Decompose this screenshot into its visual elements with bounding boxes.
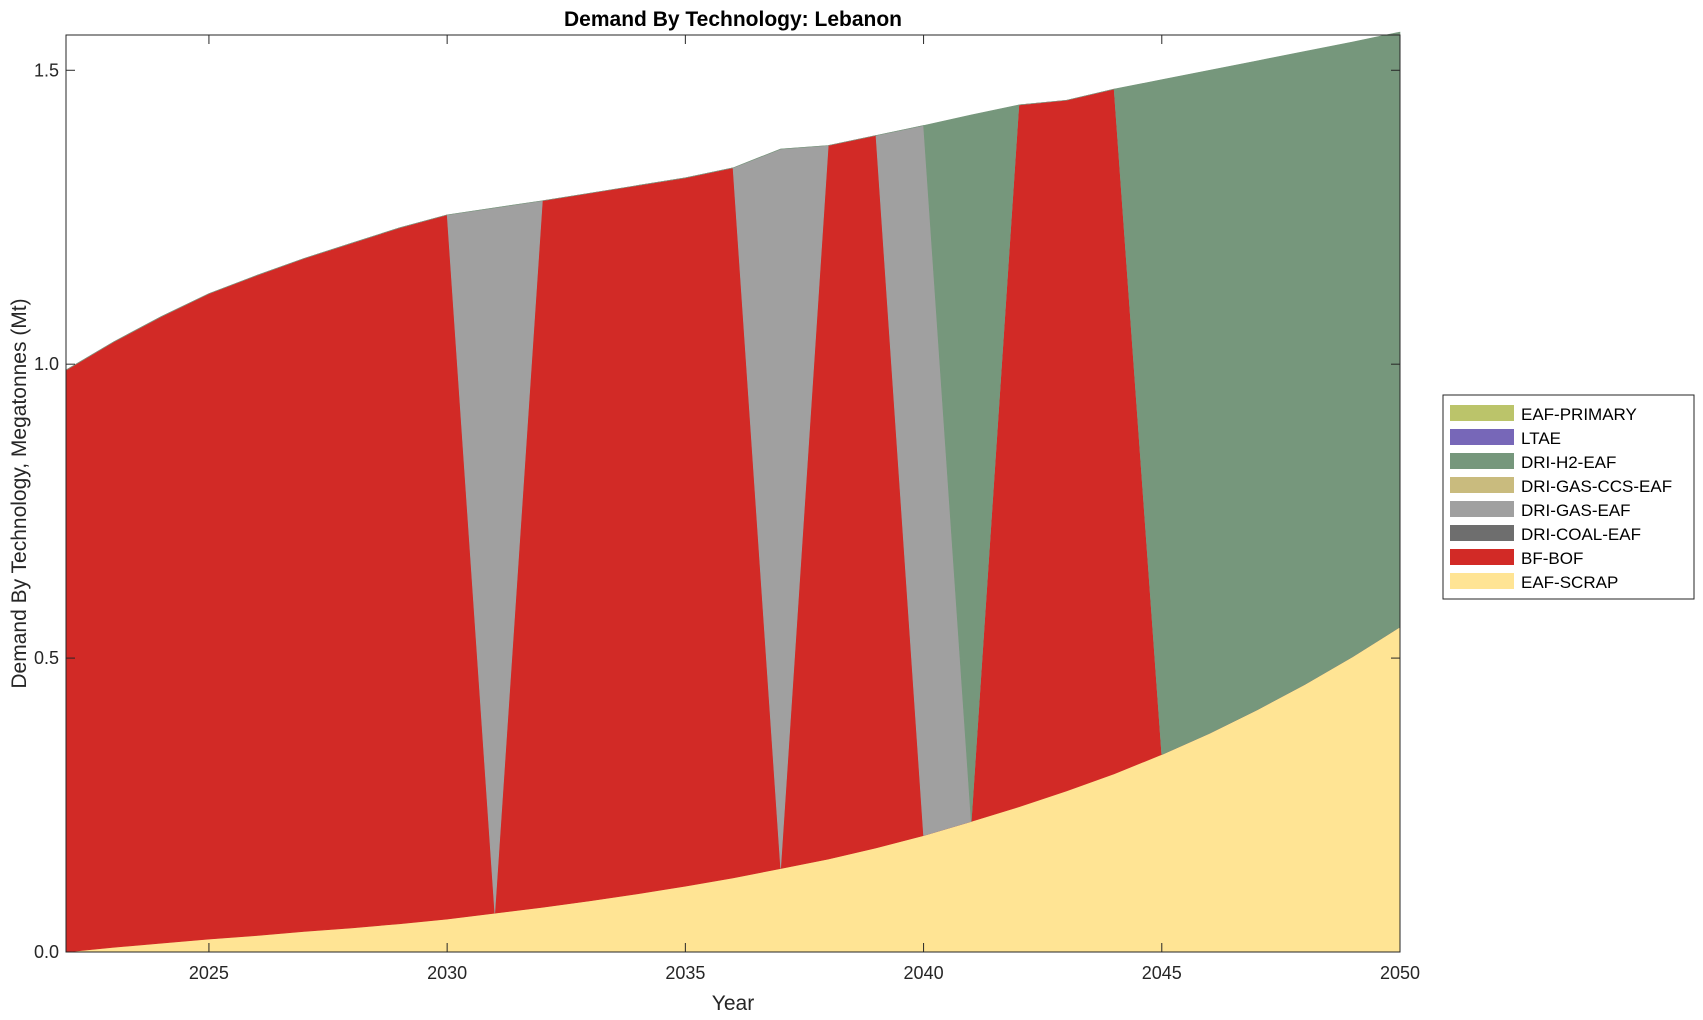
- legend-swatch-dri-gas-eaf: [1450, 501, 1514, 517]
- legend: EAF-PRIMARY LTAE DRI-H2-EAF DRI-GAS-CCS-EAF…: [1442, 394, 1695, 600]
- legend-label-dri-gas-ccs-eaf: DRI-GAS-CCS-EAF: [1521, 477, 1672, 496]
- legend-swatch-eaf-scrap: [1450, 573, 1514, 589]
- chart-title: Demand By Technology: Lebanon: [564, 8, 902, 31]
- x-tick-label: 2050: [1380, 963, 1420, 983]
- legend-label-dri-gas-eaf: DRI-GAS-EAF: [1521, 501, 1631, 520]
- legend-label-eaf-scrap: EAF-SCRAP: [1521, 573, 1618, 592]
- legend-swatch-eaf-primary: [1450, 405, 1514, 421]
- legend-label-dri-coal-eaf: DRI-COAL-EAF: [1521, 525, 1641, 544]
- legend-swatch-dri-gas-ccs-eaf: [1450, 477, 1514, 493]
- y-tick-label: 1.5: [34, 60, 59, 80]
- axes: 2025 2030 2035 2040 2045 2050 0.0 0.5 1.0 1.5: [34, 34, 1420, 983]
- plot-area: [65, 31, 1401, 953]
- y-tick-label: 0.5: [34, 648, 59, 668]
- legend-label-ltae: LTAE: [1521, 429, 1561, 448]
- x-tick-label: 2045: [1142, 963, 1182, 983]
- legend-swatch-dri-h2-eaf: [1450, 453, 1514, 469]
- legend-label-dri-h2-eaf: DRI-H2-EAF: [1521, 453, 1616, 472]
- legend-swatch-bf-bof: [1450, 549, 1514, 565]
- x-tick-label: 2030: [427, 963, 467, 983]
- legend-swatch-ltae: [1450, 429, 1514, 445]
- x-tick-label: 2040: [904, 963, 944, 983]
- x-axis-label: Year: [712, 992, 754, 1015]
- x-tick-label: 2025: [189, 963, 229, 983]
- y-tick-label: 1.0: [34, 354, 59, 374]
- axes-box: [65, 34, 1401, 953]
- legend-label-eaf-primary: EAF-PRIMARY: [1521, 405, 1637, 424]
- x-tick-label: 2035: [665, 963, 705, 983]
- legend-label-bf-bof: BF-BOF: [1521, 549, 1583, 568]
- y-tick-label: 0.0: [34, 942, 59, 962]
- legend-box: [1442, 394, 1695, 600]
- y-axis-label: Demand By Technology, Megatonnes (Mt): [8, 298, 31, 688]
- legend-swatch-dri-coal-eaf: [1450, 525, 1514, 541]
